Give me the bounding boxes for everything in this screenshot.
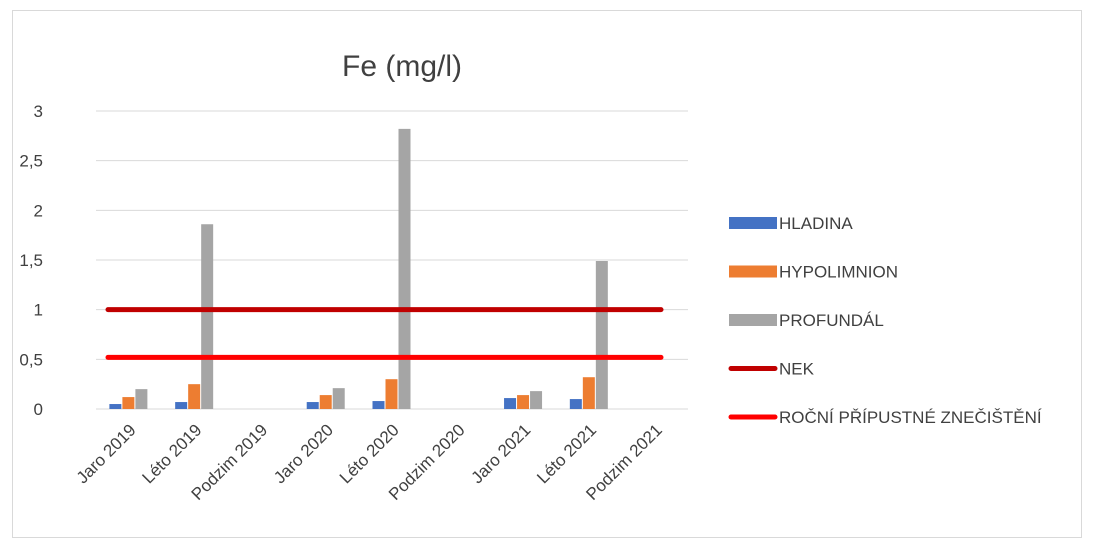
bar-hladina (175, 402, 188, 409)
legend-label: HYPOLIMNION (779, 263, 898, 282)
x-tick-label: Léto 2021 (533, 420, 600, 487)
bar-hladina (569, 399, 582, 409)
bar-hypolimnion (319, 395, 332, 409)
y-tick-label: 1,5 (19, 251, 43, 270)
y-tick-label: 2,5 (19, 152, 43, 171)
bar-hladina (504, 398, 517, 409)
y-tick-label: 0 (34, 400, 43, 419)
legend-swatch (729, 265, 777, 278)
y-tick-label: 2 (34, 201, 43, 220)
x-tick-label: Jaro 2019 (73, 420, 140, 487)
bar-hypolimnion (122, 397, 135, 409)
legend-label: ROČNÍ PŘÍPUSTNÉ ZNEČIŠTĚNÍ (779, 408, 1042, 427)
legend-swatch (729, 217, 777, 229)
y-tick-label: 0,5 (19, 350, 43, 369)
bar-profundál (135, 389, 148, 409)
x-tick-label: Jaro 2020 (270, 420, 337, 487)
legend-swatch (729, 314, 777, 326)
legend-label: PROFUNDÁL (779, 311, 884, 330)
bar-hypolimnion (582, 377, 595, 409)
bar-profundál (332, 388, 345, 409)
legend-label: HLADINA (779, 214, 853, 233)
legend-label: NEK (779, 360, 815, 379)
y-tick-label: 3 (34, 102, 43, 121)
bar-profundál (530, 391, 543, 409)
bar-profundál (201, 224, 214, 409)
chart-frame: Fe (mg/l) 0 0,5 1 1,5 2 2,5 3 Jaro 2019 Léto 2019… (12, 10, 1082, 538)
bar-hladina (372, 401, 385, 409)
bar-hladina (306, 402, 319, 409)
bar-profundál (595, 260, 608, 409)
y-tick-label: 1 (34, 301, 43, 320)
x-tick-label: Léto 2019 (139, 420, 206, 487)
bar-hypolimnion (385, 379, 398, 409)
chart-title: Fe (mg/l) (342, 50, 462, 83)
bar-profundál (398, 128, 411, 409)
x-tick-label: Léto 2020 (336, 420, 403, 487)
bar-hypolimnion (517, 395, 530, 409)
bar-hladina (109, 404, 122, 409)
bar-hypolimnion (188, 384, 201, 409)
x-tick-label: Jaro 2021 (467, 420, 534, 487)
